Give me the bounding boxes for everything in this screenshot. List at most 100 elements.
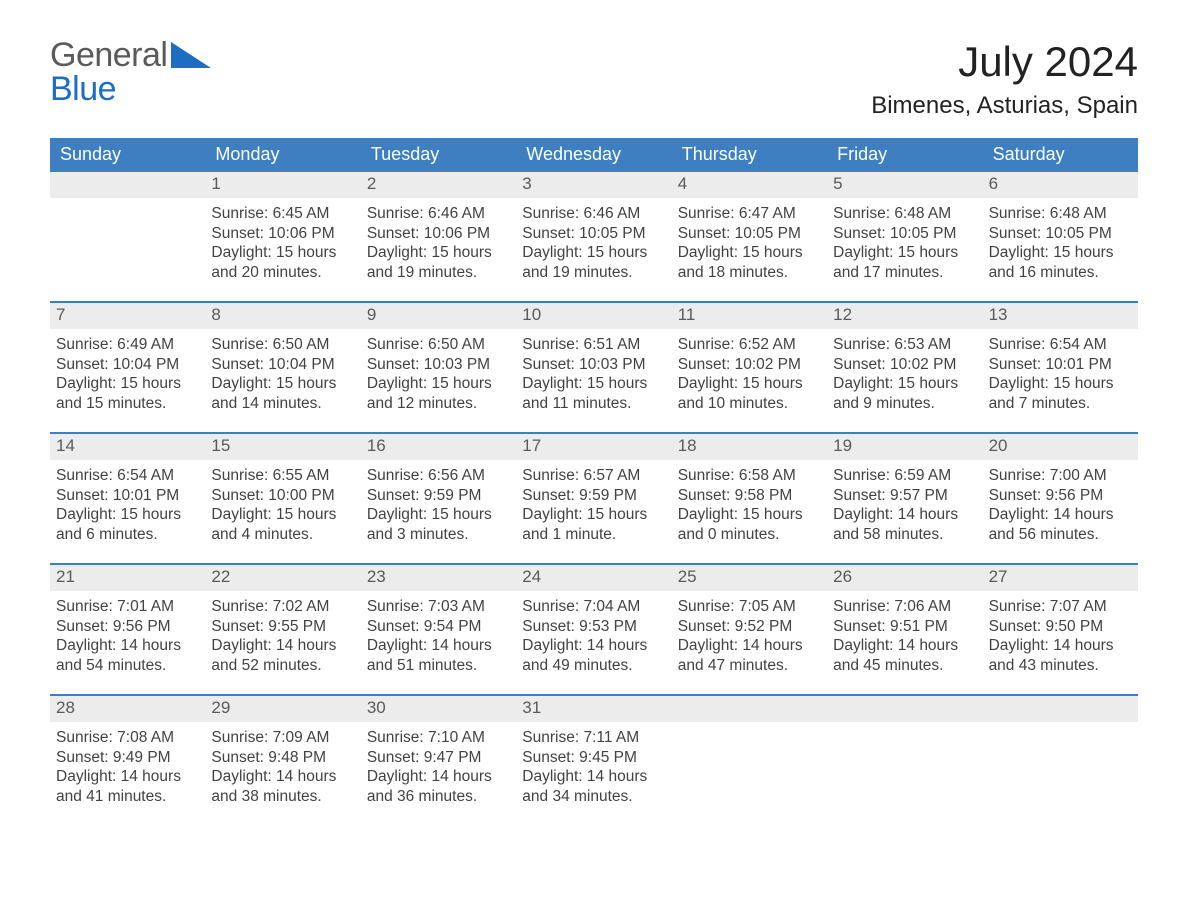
sunrise-value: 6:57 AM (583, 467, 640, 484)
day-cell: 20Sunrise: 7:00 AMSunset: 9:56 PMDayligh… (983, 434, 1138, 545)
day-cell: 10Sunrise: 6:51 AMSunset: 10:03 PMDaylig… (516, 303, 671, 414)
daylight-line: Daylight: 14 hours and 38 minutes. (211, 767, 354, 807)
day-body: Sunrise: 7:06 AMSunset: 9:51 PMDaylight:… (827, 591, 982, 676)
day-body: Sunrise: 6:53 AMSunset: 10:02 PMDaylight… (827, 329, 982, 414)
day-number: 24 (516, 565, 671, 591)
day-body: Sunrise: 7:03 AMSunset: 9:54 PMDaylight:… (361, 591, 516, 676)
sunrise-line: Sunrise: 6:50 AM (211, 335, 354, 355)
daylight-label: Daylight: (367, 506, 432, 523)
sunrise-label: Sunrise: (211, 467, 272, 484)
sunset-label: Sunset: (522, 618, 579, 635)
day-number: 18 (672, 434, 827, 460)
day-number: 3 (516, 172, 671, 198)
day-number: 5 (827, 172, 982, 198)
sunrise-line: Sunrise: 6:54 AM (56, 466, 199, 486)
sunrise-label: Sunrise: (989, 598, 1050, 615)
sunset-label: Sunset: (367, 749, 424, 766)
sunset-value: 9:54 PM (424, 618, 482, 635)
sunset-value: 9:48 PM (268, 749, 326, 766)
sunrise-value: 6:54 AM (1050, 336, 1107, 353)
day-cell: 7Sunrise: 6:49 AMSunset: 10:04 PMDayligh… (50, 303, 205, 414)
sunset-value: 10:03 PM (579, 356, 645, 373)
day-body: Sunrise: 6:49 AMSunset: 10:04 PMDaylight… (50, 329, 205, 414)
daylight-label: Daylight: (211, 637, 276, 654)
sunset-value: 10:02 PM (890, 356, 956, 373)
sunrise-value: 6:56 AM (428, 467, 485, 484)
sunrise-value: 6:50 AM (273, 336, 330, 353)
daylight-line: Daylight: 14 hours and 49 minutes. (522, 636, 665, 676)
sunset-value: 9:56 PM (1045, 487, 1103, 504)
sunrise-line: Sunrise: 6:54 AM (989, 335, 1132, 355)
day-number: 19 (827, 434, 982, 460)
day-of-week-header: Sunday Monday Tuesday Wednesday Thursday… (50, 138, 1138, 172)
brand-triangle-icon (171, 42, 211, 68)
daylight-label: Daylight: (678, 375, 743, 392)
sunset-label: Sunset: (833, 618, 890, 635)
sunrise-value: 6:53 AM (894, 336, 951, 353)
day-number: 9 (361, 303, 516, 329)
sunrise-label: Sunrise: (833, 467, 894, 484)
sunset-label: Sunset: (56, 487, 113, 504)
day-number: 29 (205, 696, 360, 722)
day-number: 22 (205, 565, 360, 591)
sunset-line: Sunset: 10:04 PM (56, 355, 199, 375)
sunrise-label: Sunrise: (522, 467, 583, 484)
sunrise-value: 7:03 AM (428, 598, 485, 615)
sunset-label: Sunset: (367, 225, 424, 242)
sunset-value: 10:01 PM (1045, 356, 1111, 373)
day-number: 23 (361, 565, 516, 591)
daylight-line: Daylight: 15 hours and 20 minutes. (211, 243, 354, 283)
daylight-label: Daylight: (56, 375, 121, 392)
day-body: Sunrise: 6:50 AMSunset: 10:03 PMDaylight… (361, 329, 516, 414)
day-cell: 17Sunrise: 6:57 AMSunset: 9:59 PMDayligh… (516, 434, 671, 545)
day-cell: 9Sunrise: 6:50 AMSunset: 10:03 PMDayligh… (361, 303, 516, 414)
day-number: 21 (50, 565, 205, 591)
day-number: 14 (50, 434, 205, 460)
sunset-label: Sunset: (678, 225, 735, 242)
day-cell: 26Sunrise: 7:06 AMSunset: 9:51 PMDayligh… (827, 565, 982, 676)
sunrise-label: Sunrise: (56, 729, 117, 746)
day-body: Sunrise: 7:10 AMSunset: 9:47 PMDaylight:… (361, 722, 516, 807)
sunset-value: 9:58 PM (735, 487, 793, 504)
sunrise-value: 6:49 AM (117, 336, 174, 353)
daylight-line: Daylight: 14 hours and 43 minutes. (989, 636, 1132, 676)
sunset-line: Sunset: 9:51 PM (833, 617, 976, 637)
day-number: 20 (983, 434, 1138, 460)
sunset-line: Sunset: 9:59 PM (367, 486, 510, 506)
day-cell: 18Sunrise: 6:58 AMSunset: 9:58 PMDayligh… (672, 434, 827, 545)
daylight-label: Daylight: (989, 244, 1054, 261)
day-cell: 14Sunrise: 6:54 AMSunset: 10:01 PMDaylig… (50, 434, 205, 545)
dow-monday: Monday (205, 138, 360, 172)
day-cell: 4Sunrise: 6:47 AMSunset: 10:05 PMDayligh… (672, 172, 827, 283)
sunset-label: Sunset: (989, 618, 1046, 635)
daylight-line: Daylight: 15 hours and 19 minutes. (367, 243, 510, 283)
sunrise-label: Sunrise: (56, 598, 117, 615)
day-body: Sunrise: 7:02 AMSunset: 9:55 PMDaylight:… (205, 591, 360, 676)
day-cell: 25Sunrise: 7:05 AMSunset: 9:52 PMDayligh… (672, 565, 827, 676)
sunrise-line: Sunrise: 7:05 AM (678, 597, 821, 617)
sunset-value: 10:05 PM (1045, 225, 1111, 242)
brand-text: General Blue (50, 38, 167, 106)
sunset-label: Sunset: (211, 356, 268, 373)
weeks-container: 1Sunrise: 6:45 AMSunset: 10:06 PMDayligh… (50, 172, 1138, 825)
sunrise-label: Sunrise: (211, 336, 272, 353)
sunrise-line: Sunrise: 7:06 AM (833, 597, 976, 617)
sunrise-line: Sunrise: 7:04 AM (522, 597, 665, 617)
sunrise-value: 7:07 AM (1050, 598, 1107, 615)
day-number: 7 (50, 303, 205, 329)
daylight-line: Daylight: 15 hours and 15 minutes. (56, 374, 199, 414)
sunrise-value: 6:47 AM (739, 205, 796, 222)
sunset-line: Sunset: 10:01 PM (56, 486, 199, 506)
brand-logo: General Blue (50, 38, 211, 106)
daylight-label: Daylight: (522, 506, 587, 523)
day-cell: 21Sunrise: 7:01 AMSunset: 9:56 PMDayligh… (50, 565, 205, 676)
sunrise-line: Sunrise: 6:50 AM (367, 335, 510, 355)
daylight-label: Daylight: (989, 637, 1054, 654)
sunset-line: Sunset: 10:02 PM (678, 355, 821, 375)
sunrise-value: 6:59 AM (894, 467, 951, 484)
day-body: Sunrise: 6:46 AMSunset: 10:06 PMDaylight… (361, 198, 516, 283)
sunset-label: Sunset: (367, 487, 424, 504)
sunset-line: Sunset: 10:03 PM (367, 355, 510, 375)
sunrise-value: 6:51 AM (583, 336, 640, 353)
sunrise-value: 7:06 AM (894, 598, 951, 615)
